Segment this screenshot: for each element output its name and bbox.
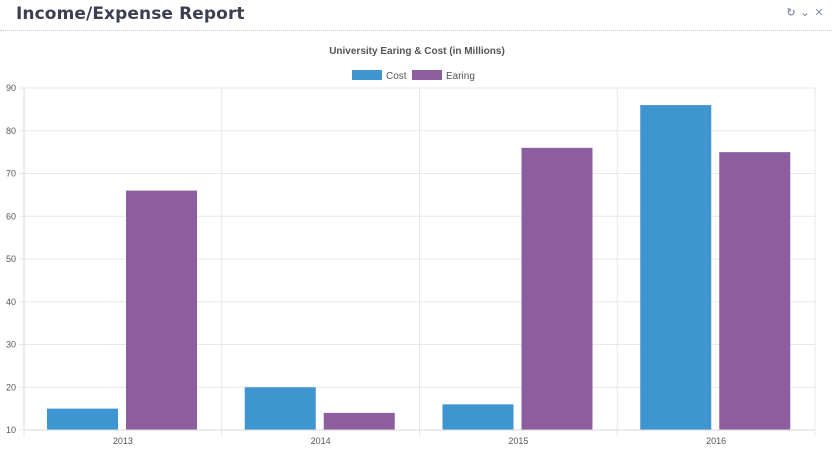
x-tick-label: 2016 xyxy=(706,436,726,446)
bar-earing-2013[interactable] xyxy=(126,190,197,430)
bar-earing-2016[interactable] xyxy=(719,152,791,430)
chart-legend: Cost Earing xyxy=(352,70,475,82)
legend-swatch-cost[interactable] xyxy=(352,70,382,80)
close-icon[interactable]: ✕ xyxy=(814,6,824,19)
chevron-down-icon[interactable]: ⌄ xyxy=(800,6,810,19)
x-tick-label: 2015 xyxy=(508,436,528,446)
y-tick-label: 50 xyxy=(6,254,16,264)
bar-cost-2015[interactable] xyxy=(442,404,514,430)
refresh-icon[interactable]: ↻ xyxy=(786,6,796,19)
card-title: Income/Expense Report xyxy=(16,4,245,24)
x-tick-label: 2013 xyxy=(113,436,133,446)
legend-swatch-earing[interactable] xyxy=(412,70,442,80)
card-tools: ↻ ⌄ ✕ xyxy=(786,7,824,19)
card-header: Income/Expense Report ↻ ⌄ ✕ xyxy=(0,0,832,31)
legend-label-earing[interactable]: Earing xyxy=(446,71,475,82)
bar-cost-2016[interactable] xyxy=(640,105,712,430)
y-tick-label: 60 xyxy=(6,211,16,221)
y-tick-label: 90 xyxy=(6,83,16,93)
legend-label-cost[interactable]: Cost xyxy=(386,71,407,82)
bar-chart: University Earing & Cost (in Millions) C… xyxy=(6,46,816,446)
y-tick-label: 20 xyxy=(6,382,16,392)
y-tick-label: 30 xyxy=(6,340,16,350)
y-tick-label: 70 xyxy=(6,169,16,179)
y-axis: 10 20 30 40 50 60 70 80 90 xyxy=(6,83,25,435)
y-tick-label: 40 xyxy=(6,297,16,307)
chart-title: University Earing & Cost (in Millions) xyxy=(329,46,505,57)
chart-area: University Earing & Cost (in Millions) C… xyxy=(0,32,832,454)
x-axis: 2013 2014 2015 2016 xyxy=(24,429,815,446)
bar-cost-2013[interactable] xyxy=(47,408,118,430)
y-tick-label: 10 xyxy=(6,425,16,435)
bar-earing-2014[interactable] xyxy=(323,412,395,430)
x-tick-label: 2014 xyxy=(311,436,331,446)
y-tick-label: 80 xyxy=(6,126,16,136)
bar-cost-2014[interactable] xyxy=(244,387,316,430)
bar-earing-2015[interactable] xyxy=(521,147,593,430)
chart-bars xyxy=(47,105,791,430)
